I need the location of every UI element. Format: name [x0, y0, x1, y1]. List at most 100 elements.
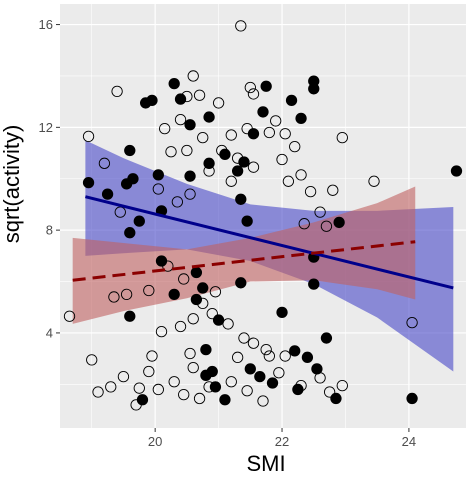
open-point: [117, 370, 130, 383]
open-point: [212, 97, 225, 109]
filled-point: [124, 144, 136, 157]
filled-point: [203, 111, 215, 123]
filled-point: [184, 119, 196, 131]
open-point: [314, 206, 326, 218]
open-point: [130, 399, 142, 411]
open-point: [273, 367, 285, 379]
open-point: [155, 325, 168, 338]
y-tick-label: 4: [46, 325, 53, 340]
open-point: [270, 115, 282, 127]
open-point: [209, 286, 222, 298]
open-point: [114, 206, 126, 218]
open-point: [187, 313, 199, 325]
open-point: [184, 347, 196, 360]
filled-point: [257, 106, 269, 118]
solid-regression-line: [85, 195, 454, 290]
filled-point: [200, 343, 212, 356]
x-tick-label: 20: [148, 434, 162, 449]
open-point: [193, 89, 206, 101]
open-point: [174, 113, 187, 126]
open-point: [231, 152, 244, 164]
confidence-band-3: [72, 186, 416, 324]
open-point: [184, 188, 196, 200]
open-point: [143, 365, 155, 378]
open-point: [263, 350, 275, 362]
filled-point: [276, 306, 288, 319]
open-point: [247, 337, 260, 349]
filled-point: [235, 193, 247, 205]
filled-point: [184, 170, 196, 182]
y-tick-label: 8: [46, 223, 53, 238]
open-point: [295, 379, 307, 392]
filled-point: [308, 278, 320, 290]
open-point: [257, 395, 269, 407]
open-point: [86, 354, 98, 366]
filled-point: [244, 363, 256, 375]
filled-point: [168, 288, 180, 301]
open-point: [178, 273, 190, 285]
open-point: [133, 382, 145, 394]
x-axis-title: SMI: [246, 451, 285, 476]
filled-point: [155, 255, 168, 267]
filled-point: [406, 392, 418, 405]
open-point: [143, 284, 155, 297]
filled-point: [124, 310, 136, 322]
filled-point: [168, 78, 180, 90]
open-point: [289, 140, 301, 153]
filled-point: [301, 351, 314, 363]
y-axis-ticks: 4 8 12 16: [39, 17, 60, 340]
open-point: [181, 144, 193, 157]
filled-point: [289, 345, 301, 357]
x-axis-ticks: 20 22 24: [148, 428, 416, 449]
filled-point: [190, 293, 203, 306]
open-point: [225, 376, 237, 388]
open-point: [304, 185, 317, 198]
open-point: [225, 175, 237, 187]
filled-point: [235, 277, 247, 289]
filled-point: [320, 332, 333, 344]
open-point: [203, 165, 215, 177]
open-point: [244, 81, 256, 94]
filled-point: [266, 377, 279, 389]
filled-point: [308, 75, 320, 87]
open-point: [295, 169, 307, 181]
open-point: [323, 386, 336, 398]
filled-point: [333, 216, 345, 229]
open-point: [298, 218, 310, 230]
filled-point: [136, 394, 149, 406]
open-point: [216, 144, 228, 157]
open-point: [206, 307, 218, 320]
filled-point: [295, 112, 307, 125]
filled-point: [231, 165, 244, 177]
confidence-bands: [72, 140, 454, 372]
open-point: [406, 316, 418, 329]
open-point: [260, 343, 272, 356]
filled-point: [152, 169, 164, 181]
y-tick-label: 12: [39, 120, 53, 135]
open-point: [336, 379, 348, 392]
open-point: [197, 297, 209, 310]
open-point: [225, 129, 237, 141]
open-point: [247, 88, 260, 100]
dashed-regression-line: [72, 240, 416, 282]
open-point: [247, 161, 260, 173]
open-point: [320, 220, 333, 232]
open-point: [282, 175, 295, 187]
filled-point: [206, 365, 218, 378]
filled-point: [450, 165, 463, 177]
filled-point: [254, 370, 266, 383]
data-points: [63, 20, 463, 411]
open-point: [263, 126, 275, 139]
filled-point: [285, 94, 298, 107]
open-point: [231, 351, 244, 363]
open-point: [165, 146, 177, 158]
open-point: [336, 131, 348, 144]
open-point: [235, 20, 247, 32]
x-tick-label: 24: [402, 434, 416, 449]
open-point: [98, 157, 111, 169]
filled-point: [241, 215, 253, 227]
filled-point: [260, 80, 272, 92]
open-point: [187, 70, 199, 82]
open-point: [187, 361, 199, 374]
